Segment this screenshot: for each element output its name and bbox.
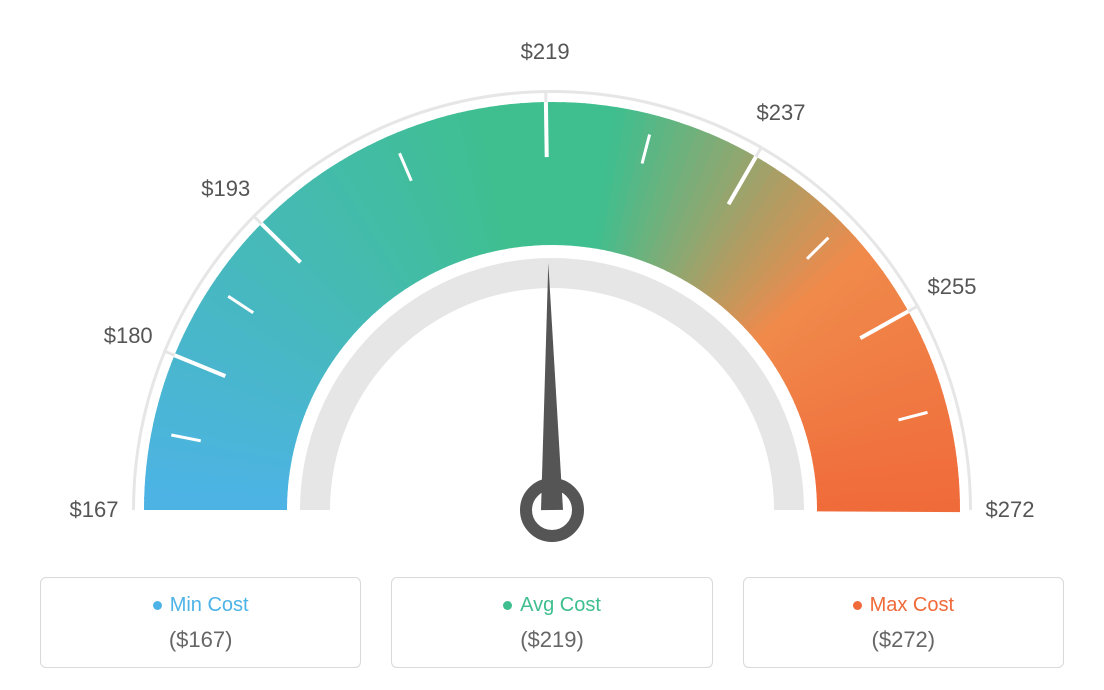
legend-value: ($167) <box>51 627 350 653</box>
legend-title-row: Max Cost <box>754 594 1053 617</box>
legend-card: Max Cost ($272) <box>743 577 1064 668</box>
legend-value: ($272) <box>754 627 1053 653</box>
tick-label: $180 <box>104 323 153 349</box>
rim-tick <box>253 215 262 223</box>
legend: Min Cost ($167) Avg Cost ($219) Max Cost ($27… <box>0 577 1104 668</box>
tick-label: $272 <box>986 497 1035 523</box>
chart-container: $167 $180 $193 $219 $237 $255 $272 Min Cost ($1… <box>0 0 1104 690</box>
tick-mark <box>546 102 547 157</box>
tick-label: $193 <box>201 176 250 202</box>
tick-label: $219 <box>521 39 570 65</box>
legend-title: Max Cost <box>870 594 954 617</box>
legend-dot <box>853 601 862 610</box>
legend-title: Avg Cost <box>520 594 601 617</box>
legend-dot <box>153 601 162 610</box>
legend-dot <box>503 601 512 610</box>
tick-label: $255 <box>928 274 977 300</box>
legend-title-row: Min Cost <box>51 594 350 617</box>
needle <box>541 263 563 510</box>
gauge-area: $167 $180 $193 $219 $237 $255 $272 <box>0 0 1104 560</box>
legend-value: ($219) <box>402 627 701 653</box>
tick-label: $237 <box>757 100 806 126</box>
legend-title: Min Cost <box>170 594 249 617</box>
legend-title-row: Avg Cost <box>402 594 701 617</box>
legend-card: Min Cost ($167) <box>40 577 361 668</box>
legend-card: Avg Cost ($219) <box>391 577 712 668</box>
tick-label: $167 <box>70 497 119 523</box>
